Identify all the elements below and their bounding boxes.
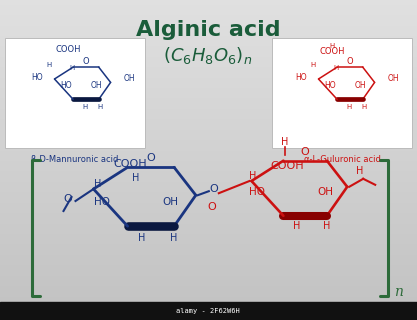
- Bar: [5, 38, 145, 148]
- Bar: [272, 38, 412, 148]
- Text: Alginic acid: Alginic acid: [136, 20, 280, 40]
- Text: HO: HO: [249, 187, 265, 197]
- Text: H: H: [98, 104, 103, 110]
- Bar: [0, 302, 417, 320]
- Text: H: H: [170, 233, 178, 243]
- Text: COOH: COOH: [270, 161, 304, 171]
- Text: OH: OH: [354, 82, 366, 91]
- Text: OH: OH: [90, 82, 102, 91]
- Text: HO: HO: [295, 73, 306, 82]
- Text: H: H: [83, 104, 88, 110]
- Text: HO: HO: [31, 73, 43, 82]
- Text: H: H: [311, 62, 316, 68]
- Text: H: H: [356, 166, 363, 176]
- Text: HO: HO: [60, 82, 72, 91]
- Text: OH: OH: [162, 197, 178, 207]
- Text: H: H: [362, 104, 367, 110]
- Text: COOH: COOH: [55, 45, 81, 54]
- Text: O: O: [63, 194, 72, 204]
- Text: H: H: [329, 43, 334, 49]
- Text: O: O: [347, 57, 353, 66]
- Text: O: O: [209, 184, 218, 194]
- Text: H: H: [323, 221, 331, 231]
- Text: $(C_6H_8O_6)_n$: $(C_6H_8O_6)_n$: [163, 44, 253, 66]
- Text: HO: HO: [94, 197, 110, 207]
- Text: H: H: [249, 171, 257, 181]
- Text: H: H: [293, 221, 301, 231]
- Text: H: H: [138, 233, 146, 243]
- Text: O: O: [301, 147, 309, 157]
- Text: H: H: [47, 62, 52, 68]
- Text: n: n: [394, 285, 403, 299]
- Text: H: H: [94, 179, 102, 189]
- Text: H: H: [347, 104, 352, 110]
- Text: α-L-Guluronic acid: α-L-Guluronic acid: [304, 155, 380, 164]
- Text: OH: OH: [123, 74, 135, 83]
- Text: O: O: [146, 153, 155, 163]
- Text: β-D-Mannuronic acid: β-D-Mannuronic acid: [31, 155, 119, 164]
- Text: OH: OH: [387, 74, 399, 83]
- Text: COOH: COOH: [113, 159, 147, 169]
- Text: HO: HO: [324, 82, 336, 91]
- Text: H: H: [281, 137, 289, 147]
- Text: COOH: COOH: [319, 47, 345, 57]
- Text: alamy - 2F62W6H: alamy - 2F62W6H: [176, 308, 240, 314]
- Text: H: H: [333, 65, 339, 71]
- Text: OH: OH: [317, 187, 333, 197]
- Text: H: H: [69, 65, 75, 71]
- Text: O: O: [207, 202, 216, 212]
- Text: O: O: [83, 57, 89, 66]
- Text: H: H: [132, 173, 140, 183]
